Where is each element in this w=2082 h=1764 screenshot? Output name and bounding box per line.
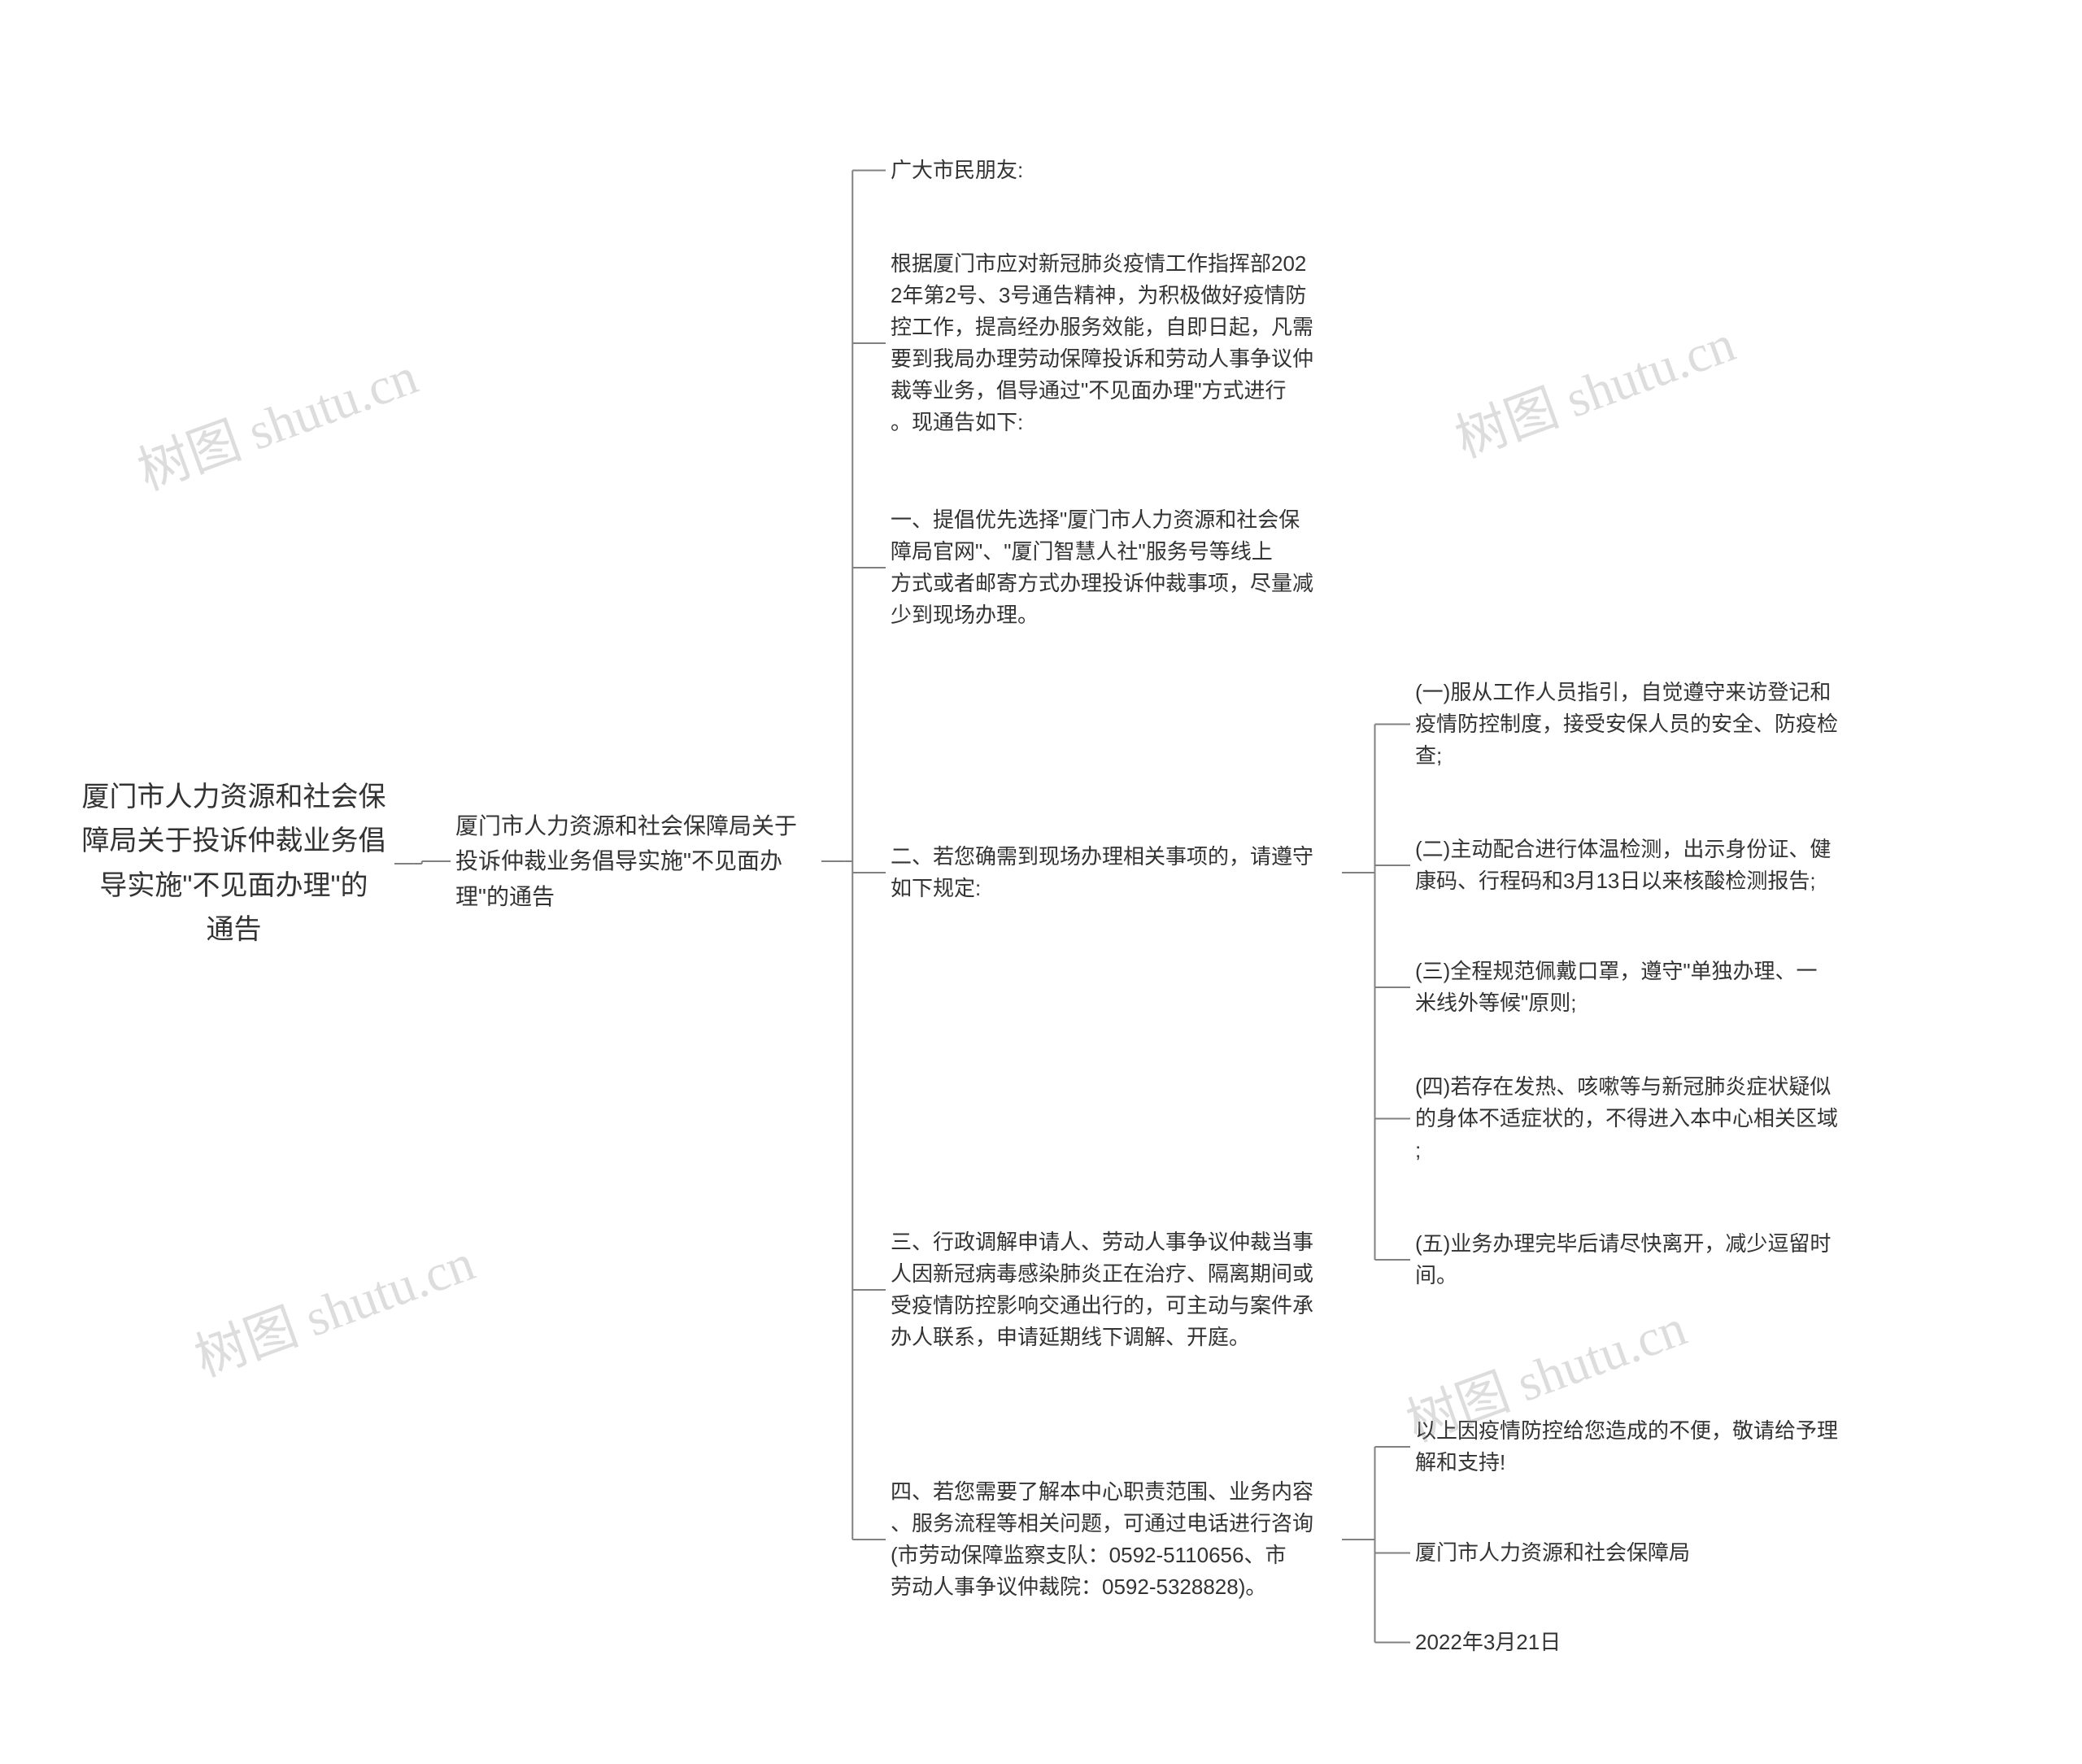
node-n2_3: 一、提倡优先选择"厦门市人力资源和社会保 障局官网"、"厦门智慧人社"服务号等线…	[891, 504, 1342, 631]
node-n2_1: 广大市民朋友:	[891, 155, 1224, 186]
watermark: 树图 shutu.cn	[1444, 302, 1744, 472]
node-root: 厦门市人力资源和社会保 障局关于投诉仲裁业务倡 导实施"不见面办理"的 通告	[73, 775, 394, 952]
node-n2_2: 根据厦门市应对新冠肺炎疫情工作指挥部202 2年第2号、3号通告精神，为积极做好…	[891, 248, 1342, 438]
node-n3_2: (二)主动配合进行体温检测，出示身份证、健 康码、行程码和3月13日以来核酸检测…	[1415, 834, 1866, 897]
node-n3_5: (五)业务办理完毕后请尽快离开，减少逗留时 间。	[1415, 1228, 1866, 1291]
node-n3_3: (三)全程规范佩戴口罩，遵守"单独办理、一 米线外等候"原则;	[1415, 956, 1866, 1019]
node-n4_2: 厦门市人力资源和社会保障局	[1415, 1537, 1740, 1569]
node-n4_1: 以上因疫情防控给您造成的不便，敬请给予理 解和支持!	[1415, 1415, 1866, 1479]
node-n4_3: 2022年3月21日	[1415, 1627, 1627, 1658]
node-n1: 厦门市人力资源和社会保障局关于 投诉仲裁业务倡导实施"不见面办 理"的通告	[455, 808, 821, 914]
node-n2_6: 四、若您需要了解本中心职责范围、业务内容 、服务流程等相关问题，可通过电话进行咨…	[891, 1476, 1342, 1603]
node-n3_4: (四)若存在发热、咳嗽等与新冠肺炎症状疑似 的身体不适症状的，不得进入本中心相关…	[1415, 1071, 1866, 1166]
node-n2_4: 二、若您确需到现场办理相关事项的，请遵守 如下规定:	[891, 841, 1342, 904]
mindmap-canvas: 厦门市人力资源和社会保 障局关于投诉仲裁业务倡 导实施"不见面办理"的 通告厦门…	[0, 0, 2082, 1764]
watermark: 树图 shutu.cn	[183, 1221, 483, 1391]
node-n3_1: (一)服从工作人员指引，自觉遵守来访登记和 疫情防控制度，接受安保人员的安全、防…	[1415, 677, 1866, 772]
node-n2_5: 三、行政调解申请人、劳动人事争议仲裁当事 人因新冠病毒感染肺炎正在治疗、隔离期间…	[891, 1226, 1342, 1353]
watermark: 树图 shutu.cn	[126, 334, 426, 504]
